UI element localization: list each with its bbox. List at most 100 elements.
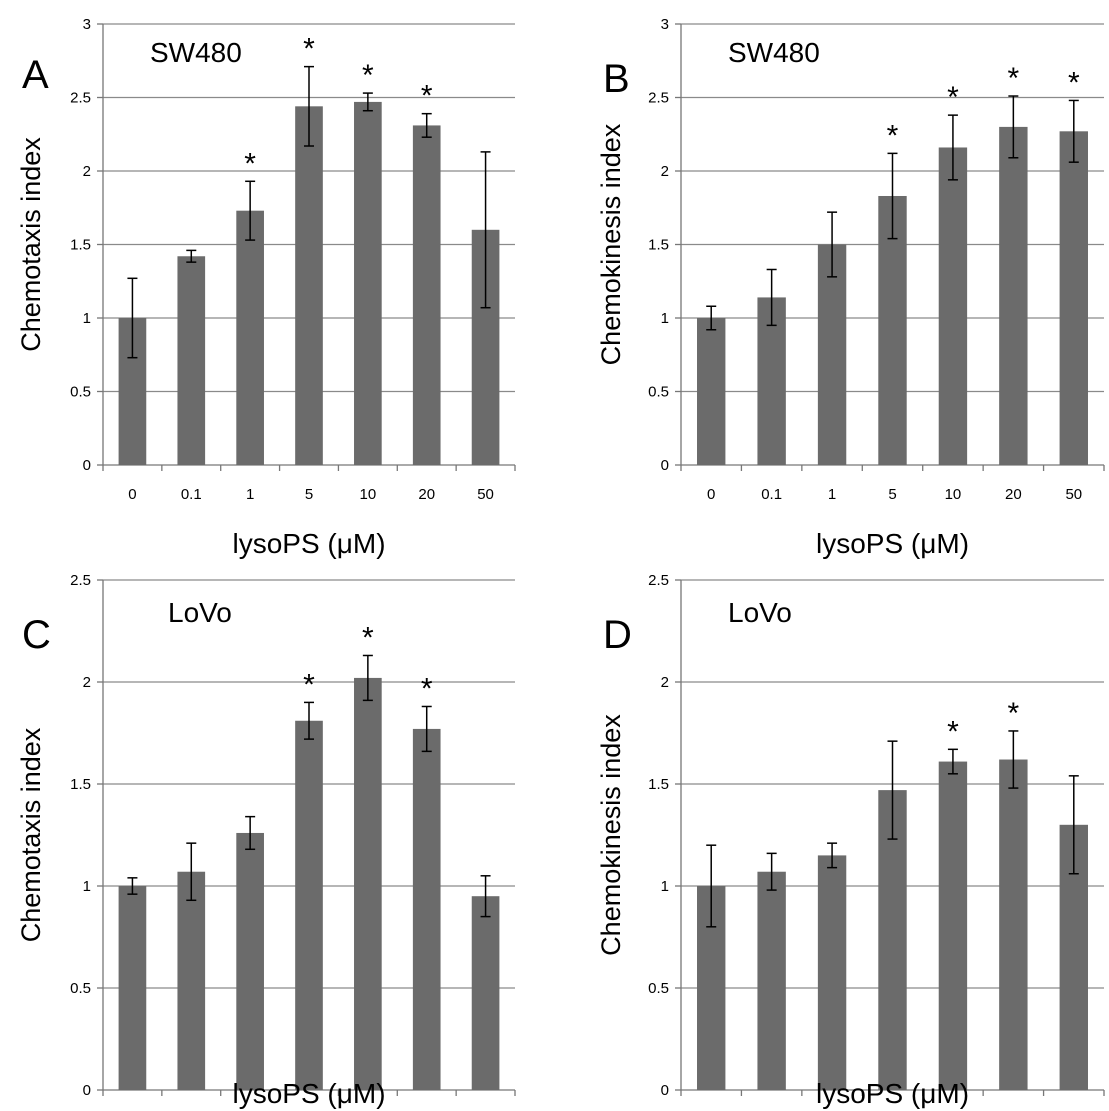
- p3-bar-10: [354, 677, 382, 1090]
- p4-y-tick-label: 1.5: [648, 776, 669, 793]
- p1-error-bar-0: [127, 277, 138, 359]
- p2-significance-marker: *: [1068, 66, 1080, 99]
- p1-error-bar-0.1: [186, 249, 197, 263]
- p3-y-tick-label: 1.5: [70, 776, 91, 793]
- p3-y-tick-label: 2.5: [70, 572, 91, 589]
- p4-y-axis-label: Chemokinesis index: [596, 714, 626, 956]
- p3-bar-50: [471, 896, 500, 1090]
- p2-y-tick-label: 0.5: [648, 384, 669, 401]
- p1-significance-marker: *: [244, 147, 256, 180]
- p2-bar-0: [697, 318, 726, 465]
- p4-significance-marker: *: [947, 715, 959, 748]
- p4-error-bar-1: [827, 842, 838, 869]
- p3-bar-0: [118, 886, 147, 1090]
- p3-error-bar-10: [362, 654, 373, 702]
- p2-x-tick-label: 0: [707, 486, 715, 503]
- p1-error-bar-10: [362, 92, 373, 112]
- p2-error-bar-50: [1068, 99, 1079, 163]
- p2-x-tick-label: 5: [888, 486, 896, 503]
- p4-bar-0.1: [757, 871, 786, 1090]
- p1-y-tick-label: 3: [83, 16, 91, 33]
- p4-title: LoVo: [728, 597, 792, 628]
- p1-x-tick-label: 1: [246, 486, 254, 503]
- p1-error-bar-20: [421, 112, 432, 138]
- p3-y-tick-label: 0.5: [70, 980, 91, 997]
- p1-panel-letter: A: [22, 53, 49, 97]
- p4-error-bar-20: [1008, 730, 1019, 789]
- p2-x-axis-label: lysoPS (μM): [816, 528, 969, 559]
- p2-error-bar-5: [887, 152, 898, 240]
- p2-x-tick-label: 0.1: [761, 486, 782, 503]
- p1-y-tick-label: 2.5: [70, 90, 91, 107]
- p1-bar-0.1: [177, 256, 206, 465]
- p3-x-axis-label: lysoPS (μM): [232, 1078, 385, 1109]
- p2-y-tick-label: 2.5: [648, 90, 669, 107]
- p4-y-tick-label: 1: [661, 878, 669, 895]
- p3-bar-1: [236, 832, 264, 1090]
- p1-x-tick-label: 0: [128, 486, 136, 503]
- p3-error-bar-0: [127, 877, 138, 895]
- p2-bar-1: [817, 244, 847, 465]
- p2-error-bar-0: [706, 305, 717, 331]
- p4-bar-10: [938, 761, 968, 1090]
- p4-y-tick-label: 2.5: [648, 572, 669, 589]
- p3-error-bar-5: [304, 701, 314, 740]
- p1-x-tick-label: 5: [305, 486, 313, 503]
- p1-x-tick-label: 20: [418, 486, 435, 503]
- p1-y-tick-label: 0.5: [70, 384, 91, 401]
- p2-y-tick-label: 3: [661, 16, 669, 33]
- p2-bar-20: [999, 126, 1028, 466]
- p2-panel-letter: B: [603, 57, 630, 101]
- p2-x-tick-label: 10: [945, 486, 962, 503]
- panel-d: 00.511.522.500.11510*20*50DLoVoChemokine…: [596, 572, 1105, 1109]
- p2-significance-marker: *: [1008, 62, 1020, 95]
- p2-x-tick-label: 20: [1005, 486, 1022, 503]
- p1-x-axis-label: lysoPS (μM): [232, 528, 385, 559]
- p3-y-tick-label: 1: [83, 878, 91, 895]
- p1-x-tick-label: 0.1: [181, 486, 202, 503]
- p1-significance-marker: *: [362, 59, 374, 92]
- p4-y-tick-label: 0.5: [648, 980, 669, 997]
- p3-significance-marker: *: [421, 672, 433, 705]
- p3-y-tick-label: 0: [83, 1082, 91, 1099]
- p1-y-axis-label: Chemotaxis index: [16, 137, 46, 352]
- p4-x-axis-label: lysoPS (μM): [816, 1078, 969, 1109]
- p2-y-tick-label: 0: [661, 457, 669, 474]
- p2-significance-marker: *: [947, 81, 959, 114]
- p3-title: LoVo: [168, 597, 232, 628]
- p4-panel-letter: D: [603, 613, 632, 657]
- p2-error-bar-1: [827, 211, 838, 278]
- p2-title: SW480: [728, 37, 820, 68]
- p1-error-bar-1: [245, 180, 256, 241]
- p3-significance-marker: *: [362, 621, 374, 654]
- p3-panel-letter: C: [22, 613, 51, 657]
- p1-x-tick-label: 10: [360, 486, 377, 503]
- p4-error-bar-0.1: [766, 852, 777, 891]
- p1-bar-1: [236, 210, 264, 465]
- p1-x-tick-label: 50: [477, 486, 494, 503]
- p3-error-bar-20: [421, 705, 432, 753]
- p1-error-bar-50: [480, 151, 491, 309]
- p2-y-tick-label: 2: [661, 163, 669, 180]
- p4-error-bar-0: [706, 844, 717, 928]
- p2-significance-marker: *: [887, 119, 899, 152]
- p1-y-tick-label: 1: [83, 310, 91, 327]
- p2-y-axis-label: Chemokinesis index: [596, 123, 626, 365]
- p3-y-tick-label: 2: [83, 674, 91, 691]
- p3-error-bar-0.1: [186, 842, 197, 902]
- p4-error-bar-10: [947, 748, 958, 775]
- p1-bar-5: [295, 106, 323, 465]
- p1-significance-marker: *: [421, 80, 433, 113]
- p4-error-bar-5: [887, 740, 898, 840]
- p1-bar-10: [354, 101, 382, 465]
- p2-error-bar-0.1: [766, 268, 777, 327]
- panel-a: 0 0.5 1 1.5 2 2.5 3 0 0.1 1 * 5 * 10 * 20 * 50 A SW480 Chemo…: [16, 16, 516, 559]
- p2-bar-5: [878, 195, 907, 466]
- p2-bar-10: [938, 147, 968, 466]
- p1-error-bar-5: [304, 65, 314, 147]
- p3-bar-20: [412, 728, 441, 1090]
- p1-title: SW480: [150, 37, 242, 68]
- p1-y-tick-label: 2: [83, 163, 91, 180]
- p3-error-bar-1: [245, 815, 256, 851]
- p1-y-tick-label: 0: [83, 457, 91, 474]
